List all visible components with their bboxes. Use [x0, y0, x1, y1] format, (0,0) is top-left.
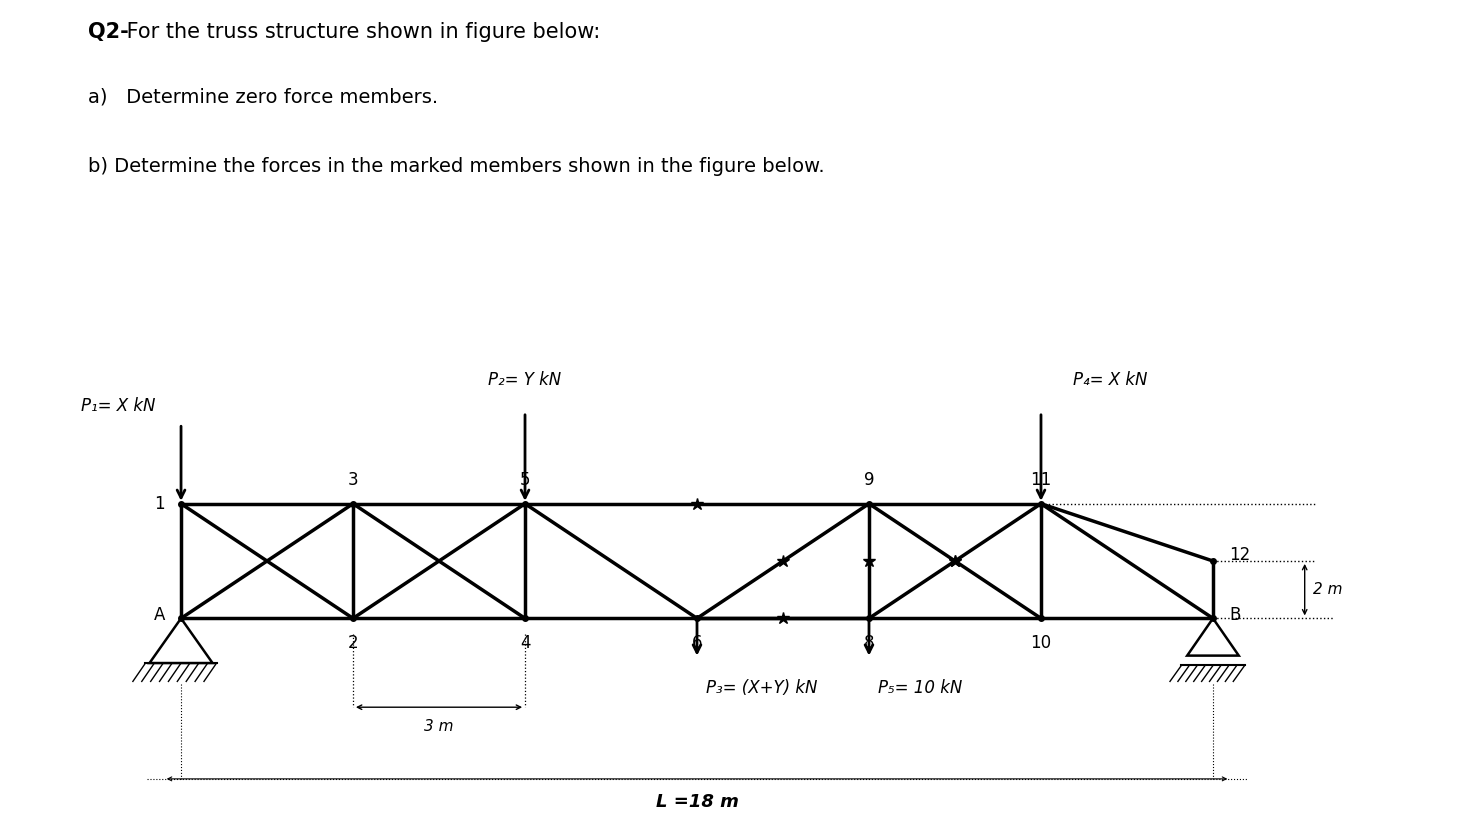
Text: P₅= 10 kN: P₅= 10 kN: [878, 678, 962, 696]
Text: 4: 4: [519, 635, 530, 653]
Text: 12: 12: [1228, 546, 1251, 564]
Text: a)   Determine zero force members.: a) Determine zero force members.: [87, 87, 438, 106]
Text: 8: 8: [864, 635, 875, 653]
Text: 3: 3: [348, 472, 358, 489]
Text: 5: 5: [519, 472, 530, 489]
Text: A: A: [154, 607, 164, 624]
Text: b) Determine the forces in the marked members shown in the figure below.: b) Determine the forces in the marked me…: [87, 157, 824, 176]
Text: P₃= (X+Y) kN: P₃= (X+Y) kN: [706, 678, 817, 696]
Text: B: B: [1228, 607, 1240, 624]
Text: 10: 10: [1030, 635, 1052, 653]
Polygon shape: [1187, 618, 1239, 655]
Polygon shape: [149, 618, 213, 663]
Text: Q2-: Q2-: [87, 22, 129, 42]
Text: L =18 m: L =18 m: [656, 793, 739, 811]
Text: P₂= Y kN: P₂= Y kN: [488, 371, 561, 389]
Text: 2: 2: [348, 635, 358, 653]
Text: 1: 1: [154, 495, 164, 513]
Text: 6: 6: [691, 635, 702, 653]
Text: 11: 11: [1030, 472, 1052, 489]
Text: P₁= X kN: P₁= X kN: [81, 397, 155, 414]
Text: 9: 9: [864, 472, 875, 489]
Text: 3 m: 3 m: [425, 719, 454, 734]
Text: P₄= X kN: P₄= X kN: [1073, 371, 1147, 389]
Text: 2 m: 2 m: [1313, 582, 1342, 597]
Text: For the truss structure shown in figure below:: For the truss structure shown in figure …: [120, 22, 601, 42]
